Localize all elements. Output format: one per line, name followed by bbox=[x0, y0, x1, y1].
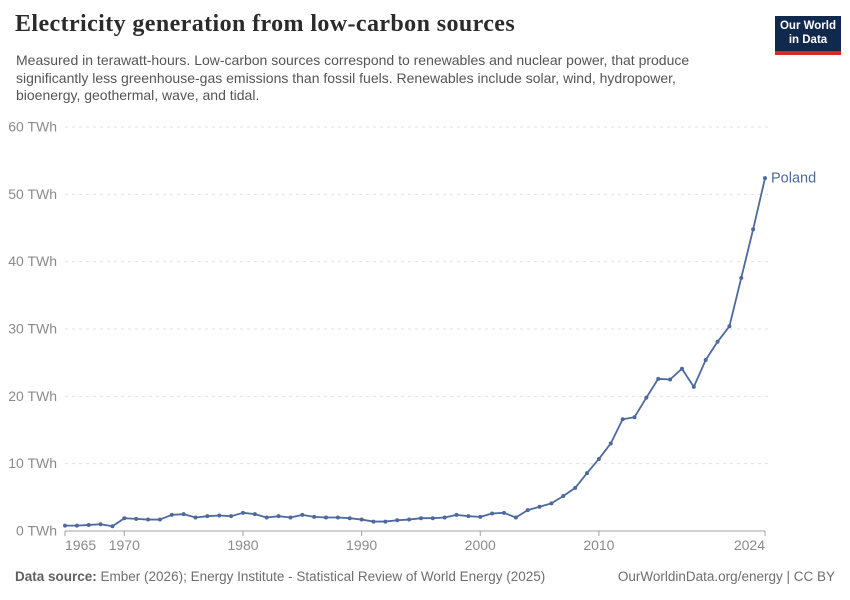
data-point[interactable] bbox=[122, 516, 127, 521]
data-point[interactable] bbox=[763, 176, 767, 181]
x-axis-tick-label: 1965 bbox=[65, 537, 96, 553]
data-point[interactable] bbox=[252, 512, 257, 517]
y-axis-tick-label: 0 TWh bbox=[16, 523, 57, 539]
data-point[interactable] bbox=[324, 515, 329, 520]
data-point[interactable] bbox=[513, 515, 518, 520]
data-point[interactable] bbox=[276, 514, 281, 519]
y-axis-tick-label: 50 TWh bbox=[8, 186, 57, 202]
data-point[interactable] bbox=[63, 523, 67, 528]
data-point[interactable] bbox=[86, 522, 91, 527]
data-point[interactable] bbox=[371, 519, 376, 524]
data-point[interactable] bbox=[430, 516, 435, 521]
chart-subtitle-line: Measured in terawatt-hours. Low-carbon s… bbox=[16, 52, 690, 68]
chart-subtitle-line: significantly less greenhouse-gas emissi… bbox=[16, 69, 676, 86]
y-axis-tick-label: 10 TWh bbox=[8, 455, 57, 471]
data-point[interactable] bbox=[181, 512, 186, 517]
series-end-label: Poland bbox=[771, 171, 816, 187]
data-point[interactable] bbox=[490, 511, 495, 516]
data-point[interactable] bbox=[407, 517, 412, 522]
data-source: Data source: Ember (2026); Energy Instit… bbox=[15, 569, 545, 584]
y-axis-tick-label: 40 TWh bbox=[8, 253, 57, 269]
data-point[interactable] bbox=[383, 519, 388, 524]
data-line[interactable] bbox=[64, 177, 766, 528]
data-point[interactable] bbox=[656, 376, 661, 381]
owid-logo-line1: Our World bbox=[779, 20, 836, 32]
data-point[interactable] bbox=[359, 517, 364, 522]
data-point[interactable] bbox=[193, 515, 198, 520]
data-point[interactable] bbox=[632, 415, 637, 420]
data-point[interactable] bbox=[608, 441, 613, 446]
owid-logo[interactable]: Our World in Data bbox=[775, 16, 841, 55]
data-point[interactable] bbox=[110, 524, 115, 529]
chart-subtitle-line: bioenergy, geothermal, wave, and tidal. bbox=[16, 87, 260, 103]
x-axis-tick-label: 2010 bbox=[583, 537, 614, 553]
data-point[interactable] bbox=[561, 493, 566, 498]
data-point[interactable] bbox=[395, 518, 400, 523]
data-point[interactable] bbox=[418, 516, 423, 521]
data-point[interactable] bbox=[525, 508, 530, 513]
data-point[interactable] bbox=[466, 514, 471, 519]
data-point[interactable] bbox=[300, 512, 305, 517]
data-point[interactable] bbox=[585, 471, 590, 476]
data-point[interactable] bbox=[335, 515, 340, 520]
data-point[interactable] bbox=[217, 513, 222, 518]
data-point[interactable] bbox=[679, 366, 684, 371]
data-point[interactable] bbox=[454, 512, 459, 517]
chart-subtitle: Measured in terawatt-hours. Low-carbon s… bbox=[16, 52, 689, 105]
x-axis-tick-label: 1970 bbox=[109, 537, 140, 553]
data-point[interactable] bbox=[169, 512, 174, 517]
data-point[interactable] bbox=[205, 514, 210, 519]
data-point[interactable] bbox=[573, 485, 578, 490]
credit-link[interactable]: OurWorldinData.org/energy | CC BY bbox=[617, 569, 835, 584]
data-point[interactable] bbox=[157, 517, 162, 522]
data-point[interactable] bbox=[668, 377, 673, 382]
data-point[interactable] bbox=[74, 523, 79, 528]
data-point[interactable] bbox=[751, 227, 756, 232]
y-axis-tick-label: 30 TWh bbox=[8, 321, 57, 337]
data-point[interactable] bbox=[537, 504, 542, 509]
owid-logo-line2: in Data bbox=[788, 34, 828, 46]
data-point[interactable] bbox=[620, 417, 625, 422]
x-axis-tick-label: 2000 bbox=[465, 537, 496, 553]
y-axis-tick-label: 20 TWh bbox=[8, 388, 57, 404]
data-source-text: Ember (2026); Energy Institute - Statist… bbox=[96, 569, 546, 584]
data-point[interactable] bbox=[264, 515, 269, 520]
y-axis-tick-label: 60 TWh bbox=[8, 119, 57, 135]
data-point[interactable] bbox=[98, 522, 103, 527]
data-point[interactable] bbox=[727, 324, 732, 329]
data-point[interactable] bbox=[691, 384, 696, 389]
data-point[interactable] bbox=[703, 357, 708, 362]
data-point[interactable] bbox=[347, 516, 352, 521]
data-point[interactable] bbox=[644, 395, 649, 400]
data-point[interactable] bbox=[134, 516, 139, 521]
data-point[interactable] bbox=[229, 514, 234, 519]
chart-footer: Data source: Ember (2026); Energy Instit… bbox=[15, 569, 835, 584]
data-point[interactable] bbox=[288, 515, 293, 520]
data-point[interactable] bbox=[715, 339, 720, 344]
page-title: Electricity generation from low-carbon s… bbox=[15, 11, 516, 37]
data-point[interactable] bbox=[240, 510, 245, 515]
x-axis-tick-label: 2024 bbox=[734, 537, 765, 553]
data-source-label: Data source: bbox=[15, 569, 97, 584]
data-point[interactable] bbox=[146, 517, 151, 522]
data-point[interactable] bbox=[739, 275, 744, 280]
data-point[interactable] bbox=[442, 515, 447, 520]
x-axis-tick-label: 1990 bbox=[346, 537, 377, 553]
x-axis-tick-label: 1980 bbox=[227, 537, 258, 553]
data-point[interactable] bbox=[549, 501, 554, 506]
data-point[interactable] bbox=[501, 510, 506, 515]
data-point[interactable] bbox=[596, 456, 601, 461]
data-point[interactable] bbox=[478, 514, 483, 519]
data-point[interactable] bbox=[312, 514, 317, 519]
